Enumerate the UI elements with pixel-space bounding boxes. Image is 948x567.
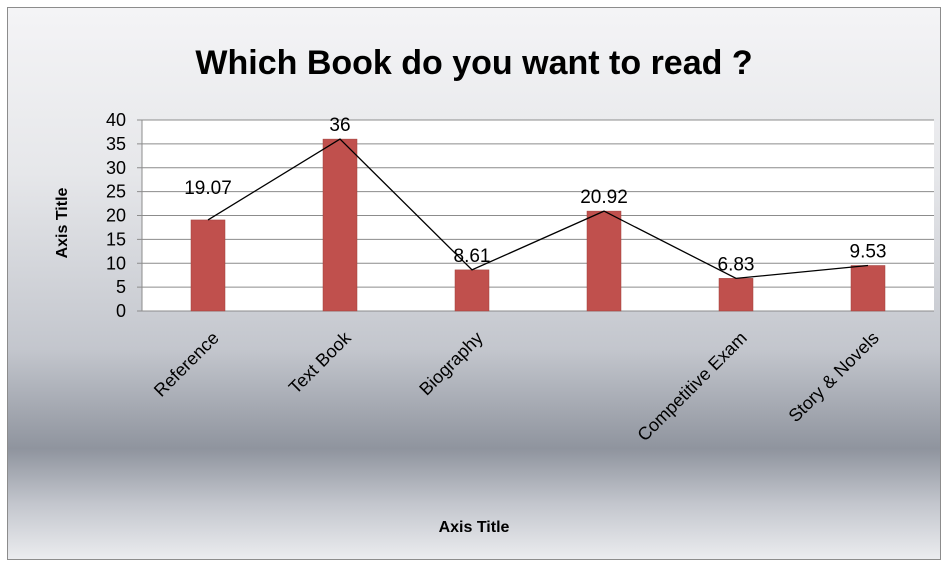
series-line <box>207 138 869 280</box>
bar <box>850 265 886 312</box>
bar <box>454 269 490 312</box>
data-label: 9.53 <box>850 241 887 262</box>
chart-frame: Which Book do you want to read ? Axis Ti… <box>7 7 941 560</box>
x-tick-label: Biography <box>415 328 486 399</box>
y-tick-label: 15 <box>106 229 126 249</box>
y-tick-label: 30 <box>106 158 126 178</box>
bar <box>322 138 358 312</box>
y-tick-label: 5 <box>116 277 126 297</box>
x-tick-label: Reference <box>150 328 223 401</box>
x-axis-title: Axis Title <box>438 519 510 536</box>
data-label: 20.92 <box>580 187 628 208</box>
chart-svg: 0 5 10 15 20 25 30 35 40 19.07 36 8.61 20.92 6.83 9.53… <box>106 110 934 445</box>
data-label: 6.83 <box>718 254 755 275</box>
x-tick-label: Text Book <box>285 327 356 398</box>
y-tick-label: 20 <box>106 206 126 226</box>
bar <box>586 210 622 312</box>
data-label: 36 <box>329 115 350 136</box>
chart-title: Which Book do you want to read ? <box>195 44 753 82</box>
bar <box>190 219 226 312</box>
x-tick-label: Story & Novels <box>785 328 883 426</box>
data-label: 8.61 <box>454 246 491 267</box>
x-tick-label: Competitive Exam <box>633 328 750 445</box>
y-tick-label: 25 <box>106 182 126 202</box>
y-tick-label: 10 <box>106 253 126 273</box>
data-label: 19.07 <box>184 178 232 199</box>
y-tick-label: 0 <box>116 301 126 321</box>
bar <box>718 278 754 312</box>
y-tick-label: 35 <box>106 134 126 154</box>
y-tick-label: 40 <box>106 110 126 130</box>
